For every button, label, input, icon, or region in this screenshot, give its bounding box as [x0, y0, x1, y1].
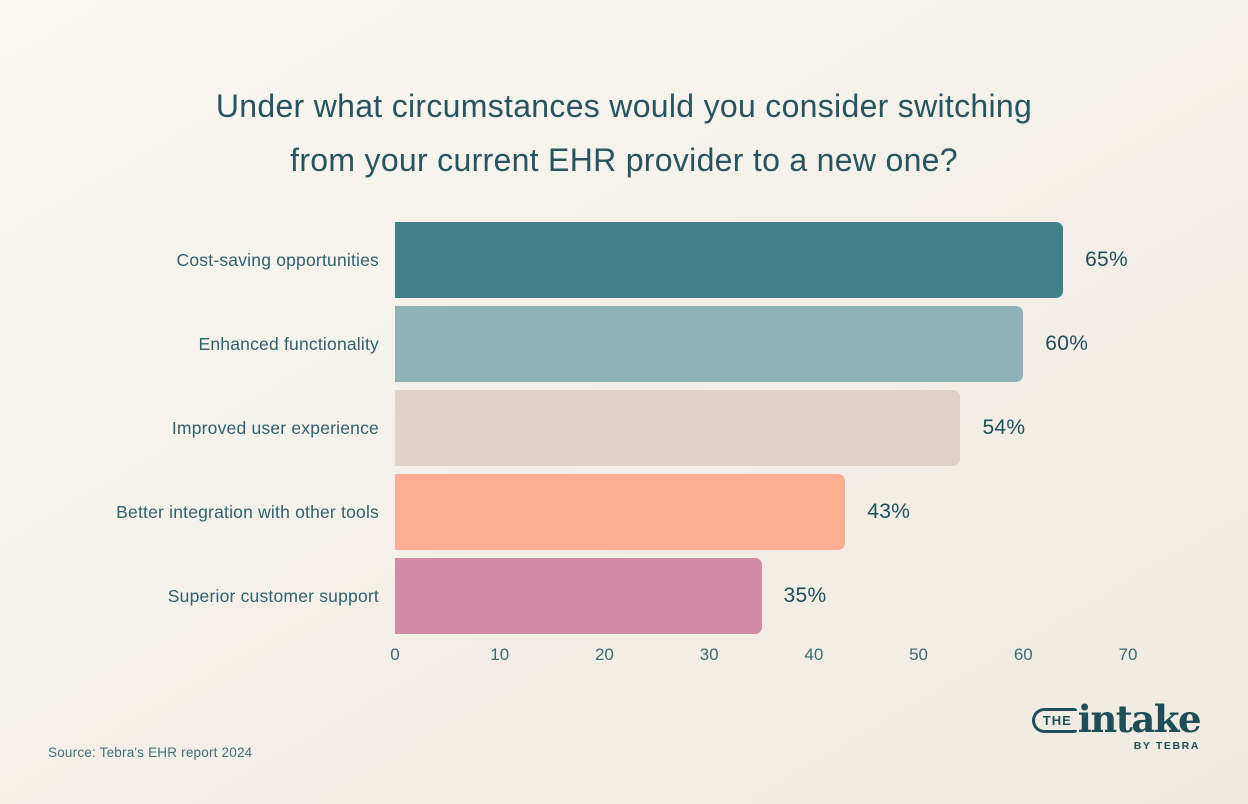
value-label: 54%: [982, 416, 1026, 439]
value-label: 35%: [783, 584, 827, 607]
x-axis-tick: 0: [390, 645, 400, 664]
bar-row: Superior customer support 35%: [0, 558, 1248, 634]
bar-track: 43%: [395, 474, 1128, 550]
bar-track: 60%: [395, 306, 1128, 382]
chart-title-line1: Under what circumstances would you consi…: [215, 88, 1033, 124]
source-note: Source: Tebra's EHR report 2024: [48, 745, 253, 760]
bar-row: Cost-saving opportunities 65%: [0, 222, 1248, 298]
x-axis-tick: 30: [699, 645, 719, 664]
value-label: 65%: [1085, 248, 1128, 271]
value-label: 43%: [867, 500, 911, 523]
x-axis-tick: 60: [1013, 645, 1033, 664]
bar-chart: Cost-saving opportunities 65% Enhanced fun…: [0, 222, 1248, 669]
x-axis-tick: 10: [490, 645, 510, 664]
bar-rows: Cost-saving opportunities 65% Enhanced fun…: [0, 222, 1248, 634]
bar-row: Enhanced functionality 60%: [0, 306, 1248, 382]
logo-wordmark: THE intake: [1031, 697, 1202, 741]
logo-intake-text: intake: [1077, 697, 1202, 741]
bar: [395, 306, 1024, 382]
bar: [395, 222, 1064, 298]
bar: [395, 474, 846, 550]
category-label: Superior customer support: [167, 585, 379, 606]
bar: [395, 390, 961, 466]
x-axis-tick: 20: [594, 645, 614, 664]
x-axis-tick: 40: [804, 645, 824, 664]
chart-title-line2: from your current EHR provider to a new …: [290, 141, 958, 178]
category-label: Improved user experience: [171, 417, 379, 438]
x-axis: 0 10 20 30 40 50 60 70: [390, 645, 1137, 669]
bar-row: Improved user experience 54%: [0, 390, 1248, 466]
chart-title: Under what circumstances would you consi…: [0, 0, 1248, 188]
bar: [395, 558, 762, 634]
category-label: Cost-saving opportunities: [176, 249, 379, 270]
value-label: 60%: [1045, 332, 1089, 355]
category-label: Better integration with other tools: [116, 501, 379, 522]
x-axis-tick: 70: [1118, 645, 1138, 664]
category-label: Enhanced functionality: [198, 333, 379, 354]
bar-track: 54%: [395, 390, 1128, 466]
logo-byline: BY TEBRA: [1133, 740, 1200, 752]
bar-row: Better integration with other tools 43%: [0, 474, 1248, 550]
bar-track: 35%: [395, 558, 1128, 634]
tebra-intake-logo: THE intake BY TEBRA: [1031, 697, 1202, 752]
x-axis-tick: 50: [909, 645, 929, 664]
logo-the-badge: THE: [1031, 708, 1077, 733]
bar-track: 65%: [395, 222, 1128, 298]
